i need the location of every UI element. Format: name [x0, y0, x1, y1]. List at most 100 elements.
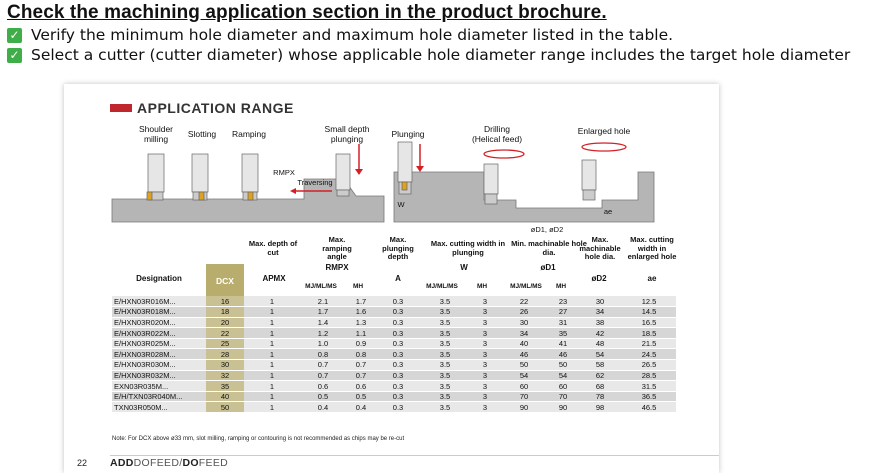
cutter-plunging: [397, 141, 413, 195]
brand-part-1: ADD: [110, 457, 134, 469]
table-cell-dcx: 25: [206, 338, 244, 350]
header-w-mh: MH: [476, 283, 488, 290]
table-cell-dcx: 30: [206, 359, 244, 371]
table-cell-r1: 0.6: [300, 380, 346, 392]
table-cell-dcx: 50: [206, 401, 244, 414]
table-cell-a: 0.3: [376, 401, 420, 414]
table-cell-w2: 3: [470, 401, 500, 414]
table-cell-d2: 68: [578, 380, 622, 392]
table-cell-apmx: 1: [244, 380, 300, 392]
header-od1-mj: MJ/ML/MS: [510, 283, 542, 290]
table-cell-a: 0.3: [376, 359, 420, 371]
checkmark-icon: ✓: [7, 27, 22, 43]
table-cell-r1: 1.2: [300, 327, 346, 339]
table-cell-r2: 0.8: [346, 348, 376, 361]
table-cell-r2: 0.7: [346, 370, 376, 382]
table-cell-w1: 3.5: [420, 391, 470, 403]
table-row: E/HXN03R032M... 32 1 0.7 0.7 0.3 3.5 3 54 54 62 28.…: [112, 370, 676, 382]
check-item-1: ✓ Verify the minimum hole diameter and m…: [7, 26, 673, 44]
table-cell-dcx: 32: [206, 370, 244, 382]
header-max-cut-enlarged: Max. cutting width in enlarged hole: [627, 235, 677, 261]
table-cell-dcx: 35: [206, 380, 244, 392]
brand-part-4: FEED: [198, 457, 229, 469]
table-cell-w1: 3.5: [420, 380, 470, 392]
table-cell-d: E/HXN03R025M...: [112, 338, 206, 350]
table-cell-d2: 38: [578, 317, 622, 329]
table-cell-d2: 54: [578, 348, 622, 361]
table-cell-d2: 48: [578, 338, 622, 350]
table-cell-r2: 1.7: [346, 296, 376, 308]
section-title: APPLICATION RANGE: [110, 100, 294, 116]
table-cell-d2: 58: [578, 359, 622, 371]
cutter-shoulder: [146, 153, 165, 201]
table-cell-w2: 3: [470, 338, 500, 350]
table-cell-dcx: 18: [206, 306, 244, 318]
label-shoulder-milling: Shoulder milling: [138, 124, 174, 144]
header-w: W: [460, 263, 468, 272]
table-cell-dcx: 40: [206, 391, 244, 403]
table-cell-w2: 3: [470, 359, 500, 371]
table-cell-apmx: 1: [244, 338, 300, 350]
table-cell-ae: 31.5: [622, 380, 676, 392]
brand-part-3: DO: [182, 457, 199, 469]
table-cell-ae: 46.5: [622, 401, 676, 414]
table-cell-w1: 3.5: [420, 296, 470, 308]
table-cell-w2: 3: [470, 391, 500, 403]
cutter-ramping: [241, 153, 259, 201]
table-cell-w2: 3: [470, 306, 500, 318]
table-cell-w1: 3.5: [420, 327, 470, 339]
table-cell-apmx: 1: [244, 317, 300, 329]
application-diagram: [111, 141, 655, 223]
header-apmx: APMX: [262, 274, 286, 283]
table-cell-apmx: 1: [244, 370, 300, 382]
table-cell-r1: 1.4: [300, 317, 346, 329]
table-cell-d1b: 46: [548, 348, 578, 361]
table-cell-dcx: 16: [206, 296, 244, 308]
label-ae: ae: [603, 207, 613, 216]
label-small-depth-plunging: Small depth plunging: [324, 124, 370, 144]
table-cell-apmx: 1: [244, 401, 300, 414]
label-w: W: [397, 200, 405, 209]
cutter-enlarged: [581, 159, 597, 201]
page-number: 22: [77, 458, 88, 468]
table-cell-d: E/HXN03R016M...: [112, 296, 206, 308]
table-cell-w1: 3.5: [420, 317, 470, 329]
instruction-heading: Check the machining application section …: [7, 2, 607, 23]
table-cell-a: 0.3: [376, 380, 420, 392]
table-cell-d1b: 27: [548, 306, 578, 318]
brand-footer: ADDDOFEED/DOFEED: [110, 457, 228, 469]
table-cell-w2: 3: [470, 296, 500, 308]
header-od1-mh: MH: [555, 283, 567, 290]
section-title-text: APPLICATION RANGE: [137, 100, 294, 116]
table-cell-r1: 2.1: [300, 296, 346, 308]
table-row: E/HXN03R020M... 20 1 1.4 1.3 0.3 3.5 3 30 31 38 16.…: [112, 317, 676, 329]
label-od1-od2: øD1, øD2: [530, 225, 564, 234]
table-cell-d2: 78: [578, 391, 622, 403]
table-cell-dcx: 20: [206, 317, 244, 329]
header-min-hole: Min. machinable hole dia.: [511, 239, 587, 257]
table-cell-w2: 3: [470, 327, 500, 339]
check-item-2-text: Select a cutter (cutter diameter) whose …: [31, 46, 851, 64]
footer-rule: [110, 455, 719, 456]
table-cell-a: 0.3: [376, 327, 420, 339]
table-cell-r2: 0.9: [346, 338, 376, 350]
label-slotting: Slotting: [187, 129, 217, 139]
table-cell-w1: 3.5: [420, 359, 470, 371]
table-cell-a: 0.3: [376, 338, 420, 350]
table-cell-d: E/HXN03R020M...: [112, 317, 206, 329]
table-cell-a: 0.3: [376, 317, 420, 329]
table-cell-d1a: 70: [500, 391, 548, 403]
header-rmpx: RMPX: [325, 263, 349, 272]
header-designation: Designation: [136, 274, 182, 283]
table-cell-d1a: 60: [500, 380, 548, 392]
header-max-cutting-width: Max. cutting width in plunging: [430, 239, 506, 257]
table-cell-a: 0.3: [376, 306, 420, 318]
table-row: E/HXN03R022M... 22 1 1.2 1.1 0.3 3.5 3 34 35 42 18.…: [112, 327, 676, 339]
table-cell-w1: 3.5: [420, 348, 470, 361]
table-cell-d1b: 70: [548, 391, 578, 403]
brochure-page: APPLICATION RANGE: [64, 84, 719, 473]
application-range-table: E/HXN03R016M... 16 1 2.1 1.7 0.3 3.5 3 22 23 30 12.…: [112, 296, 676, 414]
table-cell-r2: 0.6: [346, 380, 376, 392]
table-cell-a: 0.3: [376, 296, 420, 308]
table-cell-d1b: 31: [548, 317, 578, 329]
